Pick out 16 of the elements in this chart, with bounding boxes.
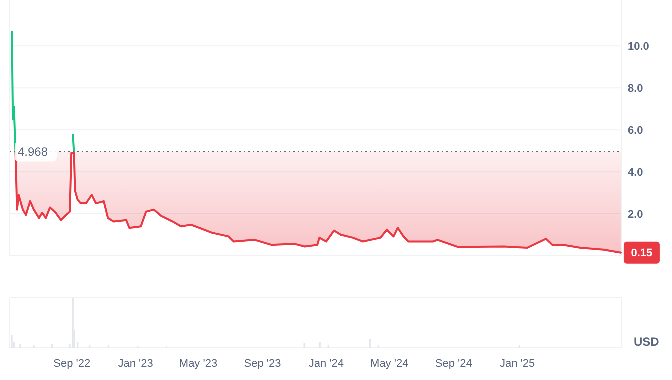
y-tick-label: 8.0 [628,82,644,95]
x-tick-label: Jan '23 [118,358,154,370]
x-tick-label: Jan '25 [500,358,536,370]
x-tick-label: Sep '22 [54,358,91,370]
x-tick-label: May '24 [370,358,409,370]
annotation: 0.15 [631,248,653,260]
x-tick-label: May '23 [179,358,218,370]
y-tick-label: 10.0 [628,41,650,54]
y-tick-label: 2.0 [628,208,644,221]
x-tick-label: Sep '24 [435,358,472,370]
ref-line-label: 4.968 [18,144,48,159]
y-tick-label: 6.0 [628,124,644,137]
x-tick-label: Jan '24 [308,358,344,370]
y-tick-label: 4.0 [628,166,644,179]
y-axis-title: USD [634,335,660,349]
x-tick-label: Sep '23 [244,358,282,370]
